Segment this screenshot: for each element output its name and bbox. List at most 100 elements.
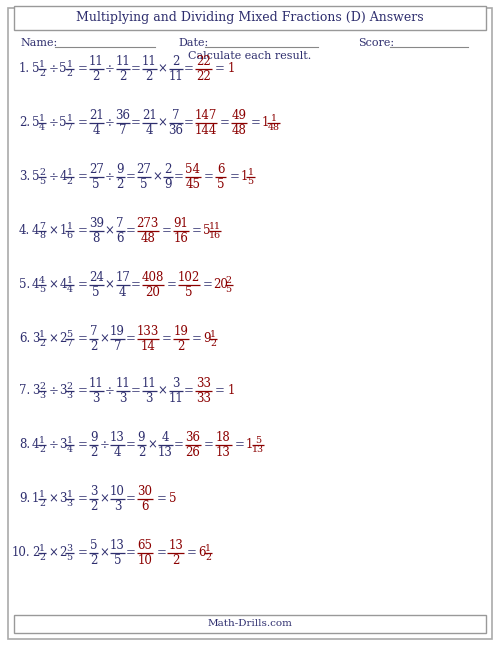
Text: 54: 54 <box>186 164 200 177</box>
Text: 10: 10 <box>110 485 125 498</box>
Text: 4: 4 <box>39 124 45 133</box>
Text: =: = <box>167 278 177 292</box>
Text: =: = <box>187 547 197 560</box>
Text: 1: 1 <box>39 490 45 499</box>
Text: 2: 2 <box>177 340 184 353</box>
Bar <box>14 615 486 633</box>
Text: ÷: ÷ <box>48 116 58 129</box>
Text: =: = <box>230 171 239 184</box>
Text: 6.: 6. <box>19 333 30 345</box>
Text: 2: 2 <box>66 177 72 186</box>
Text: =: = <box>78 333 88 345</box>
Text: ÷: ÷ <box>48 171 58 184</box>
Text: 6: 6 <box>66 232 72 241</box>
Text: ×: × <box>152 171 162 184</box>
Text: 3: 3 <box>60 439 67 452</box>
Text: ÷: ÷ <box>48 63 58 76</box>
Text: 2: 2 <box>164 164 172 177</box>
Text: 2: 2 <box>90 554 98 567</box>
Text: =: = <box>78 547 88 560</box>
Text: ×: × <box>158 384 168 397</box>
Text: 45: 45 <box>186 177 200 190</box>
Text: 6: 6 <box>142 499 149 512</box>
Text: 5: 5 <box>39 177 45 186</box>
Text: 1: 1 <box>66 435 72 444</box>
Text: =: = <box>214 63 224 76</box>
Text: Multiplying and Dividing Mixed Fractions (D) Answers: Multiplying and Dividing Mixed Fractions… <box>76 12 424 25</box>
Text: 11: 11 <box>89 377 104 390</box>
Text: 5: 5 <box>32 116 40 129</box>
Text: 7: 7 <box>172 109 180 122</box>
Text: 48: 48 <box>232 124 246 137</box>
Text: 4: 4 <box>32 225 40 237</box>
Text: 1: 1 <box>270 114 276 122</box>
Text: 3: 3 <box>39 391 45 400</box>
Text: 2: 2 <box>39 382 45 391</box>
Text: Date:: Date: <box>178 38 208 48</box>
Text: 4: 4 <box>114 446 122 459</box>
Text: =: = <box>192 333 202 345</box>
Text: 2: 2 <box>60 333 67 345</box>
Text: 13: 13 <box>168 540 183 553</box>
Text: 1.: 1. <box>19 63 30 76</box>
Text: ×: × <box>48 333 58 345</box>
Text: 20: 20 <box>146 285 160 298</box>
Text: =: = <box>131 63 141 76</box>
Text: 48: 48 <box>268 124 280 133</box>
Text: 5.: 5. <box>19 278 30 292</box>
Text: ×: × <box>48 278 58 292</box>
Text: Math-Drills.com: Math-Drills.com <box>208 619 292 628</box>
Text: ×: × <box>100 547 109 560</box>
Text: 6: 6 <box>198 547 205 560</box>
Text: 9: 9 <box>90 432 98 444</box>
Text: ÷: ÷ <box>104 116 115 129</box>
Text: =: = <box>234 439 244 452</box>
Text: 16: 16 <box>174 232 188 245</box>
Text: 18: 18 <box>216 432 231 444</box>
Text: =: = <box>78 225 88 237</box>
Text: =: = <box>131 278 141 292</box>
Text: 1: 1 <box>32 492 40 505</box>
Text: 7: 7 <box>114 340 122 353</box>
Text: 16: 16 <box>209 232 222 241</box>
Text: 2: 2 <box>172 554 180 567</box>
Text: 39: 39 <box>88 217 104 230</box>
Text: 1: 1 <box>228 384 235 397</box>
Text: 33: 33 <box>196 377 211 390</box>
Text: 9: 9 <box>164 177 172 190</box>
Text: 7: 7 <box>116 217 124 230</box>
Text: 4: 4 <box>32 439 40 452</box>
Text: 22: 22 <box>196 69 211 83</box>
Text: 22: 22 <box>196 56 211 69</box>
Text: 5: 5 <box>66 329 72 338</box>
Text: 4: 4 <box>66 445 72 454</box>
Text: 5: 5 <box>140 177 148 190</box>
Text: 2: 2 <box>119 69 126 83</box>
Text: 4: 4 <box>146 124 153 137</box>
Text: 36: 36 <box>186 432 200 444</box>
Text: 2: 2 <box>32 547 40 560</box>
Text: 1: 1 <box>66 168 72 177</box>
Text: 408: 408 <box>142 272 164 285</box>
Text: 1: 1 <box>66 490 72 499</box>
Text: 2: 2 <box>39 69 45 78</box>
Text: 7: 7 <box>66 124 72 133</box>
Text: 13: 13 <box>110 540 125 553</box>
Text: ×: × <box>104 225 115 237</box>
Text: =: = <box>78 171 88 184</box>
Text: ÷: ÷ <box>100 439 109 452</box>
Text: 5: 5 <box>32 171 40 184</box>
Text: 3: 3 <box>32 333 40 345</box>
Text: 9: 9 <box>116 164 124 177</box>
Text: 8: 8 <box>39 232 45 241</box>
Text: 2: 2 <box>39 340 45 349</box>
Text: 91: 91 <box>174 217 188 230</box>
Text: 11: 11 <box>116 377 130 390</box>
Text: =: = <box>126 547 136 560</box>
Text: =: = <box>184 63 194 76</box>
Text: ×: × <box>48 225 58 237</box>
Text: 1: 1 <box>39 329 45 338</box>
Text: Score:: Score: <box>358 38 394 48</box>
Text: 65: 65 <box>138 540 152 553</box>
Text: 4: 4 <box>162 432 169 444</box>
